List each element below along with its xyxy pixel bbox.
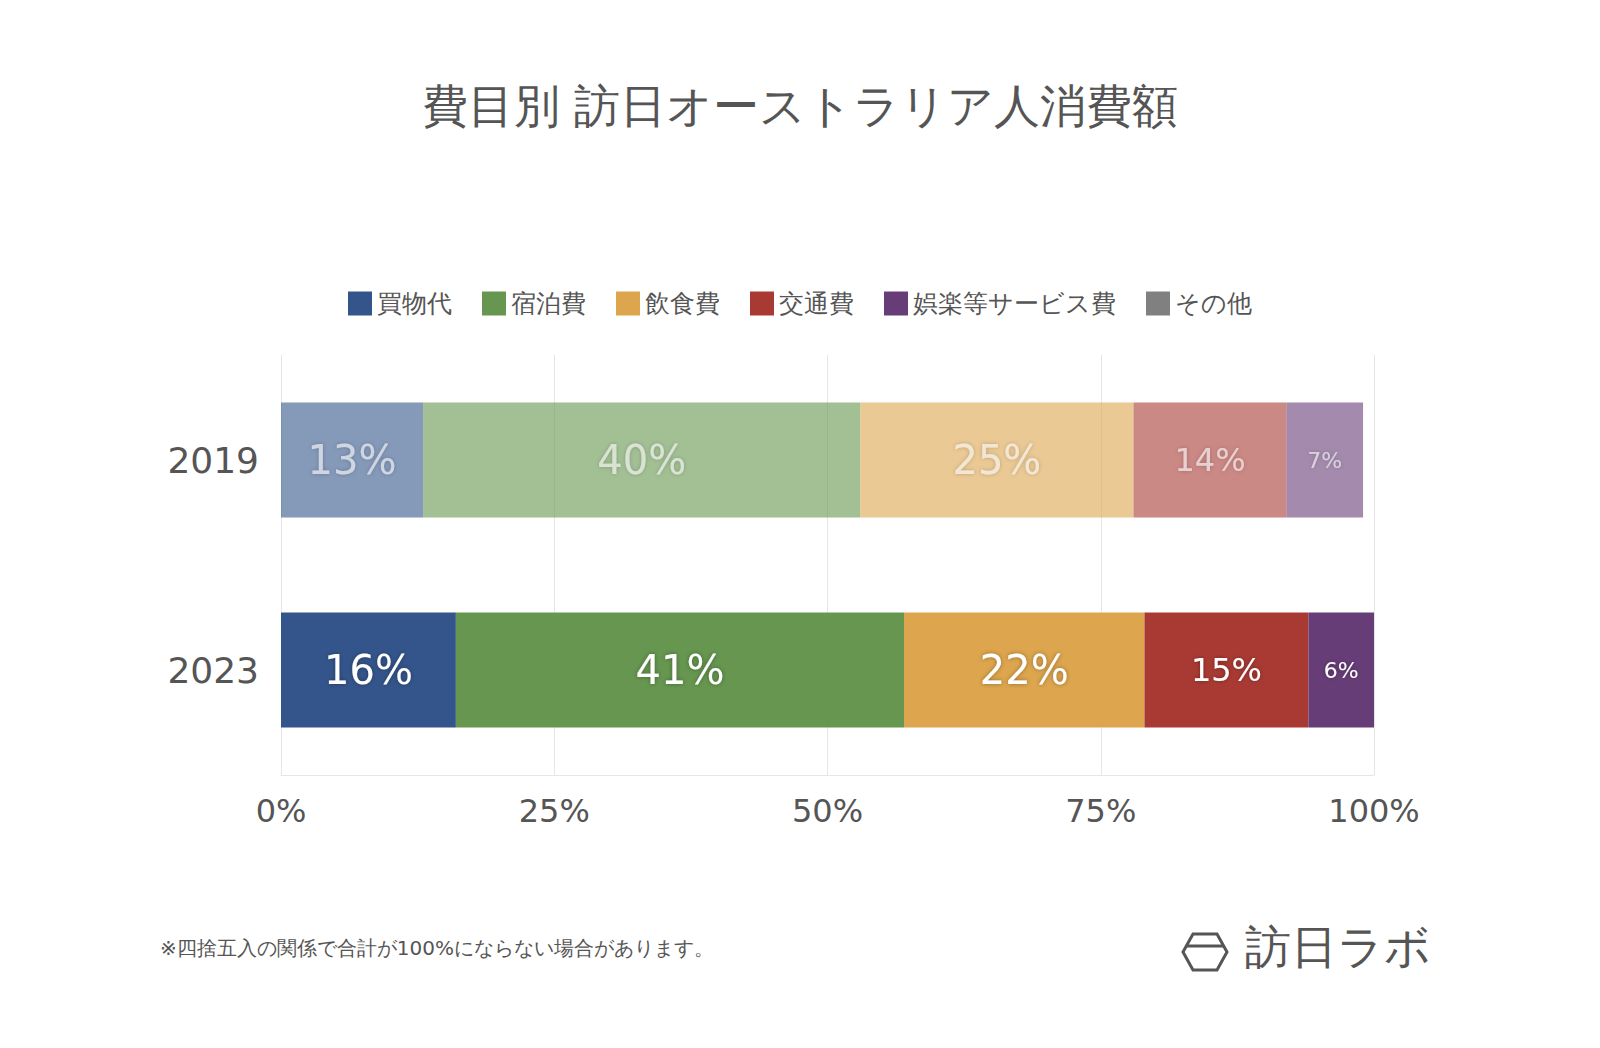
svg-text:75%: 75% bbox=[1065, 792, 1136, 830]
svg-text:費目別 訪日オーストラリア人消費額: 費目別 訪日オーストラリア人消費額 bbox=[422, 79, 1179, 133]
svg-text:訪日ラボ: 訪日ラボ bbox=[1245, 920, 1431, 974]
svg-text:50%: 50% bbox=[792, 792, 863, 830]
svg-text:6%: 6% bbox=[1324, 658, 1359, 683]
svg-text:25%: 25% bbox=[952, 437, 1041, 483]
svg-text:0%: 0% bbox=[256, 792, 307, 830]
svg-text:40%: 40% bbox=[597, 437, 686, 483]
svg-text:14%: 14% bbox=[1174, 441, 1245, 479]
svg-text:2019: 2019 bbox=[167, 440, 259, 481]
svg-text:13%: 13% bbox=[308, 437, 397, 483]
svg-text:25%: 25% bbox=[519, 792, 590, 830]
svg-text:2023: 2023 bbox=[167, 650, 259, 691]
svg-text:41%: 41% bbox=[635, 647, 724, 693]
svg-text:※四捨五入の関係で合計が100%にならない場合があります。: ※四捨五入の関係で合計が100%にならない場合があります。 bbox=[160, 936, 714, 960]
svg-text:16%: 16% bbox=[324, 647, 413, 693]
svg-text:買物代: 買物代 bbox=[377, 289, 452, 318]
svg-text:娯楽等サービス費: 娯楽等サービス費 bbox=[913, 289, 1116, 318]
svg-text:100%: 100% bbox=[1328, 792, 1419, 830]
svg-text:交通費: 交通費 bbox=[779, 289, 854, 318]
svg-text:飲食費: 飲食費 bbox=[645, 289, 720, 318]
svg-text:その他: その他 bbox=[1175, 289, 1252, 318]
svg-text:7%: 7% bbox=[1307, 448, 1342, 473]
svg-text:15%: 15% bbox=[1191, 651, 1262, 689]
svg-text:22%: 22% bbox=[980, 647, 1069, 693]
svg-text:宿泊費: 宿泊費 bbox=[511, 289, 586, 318]
